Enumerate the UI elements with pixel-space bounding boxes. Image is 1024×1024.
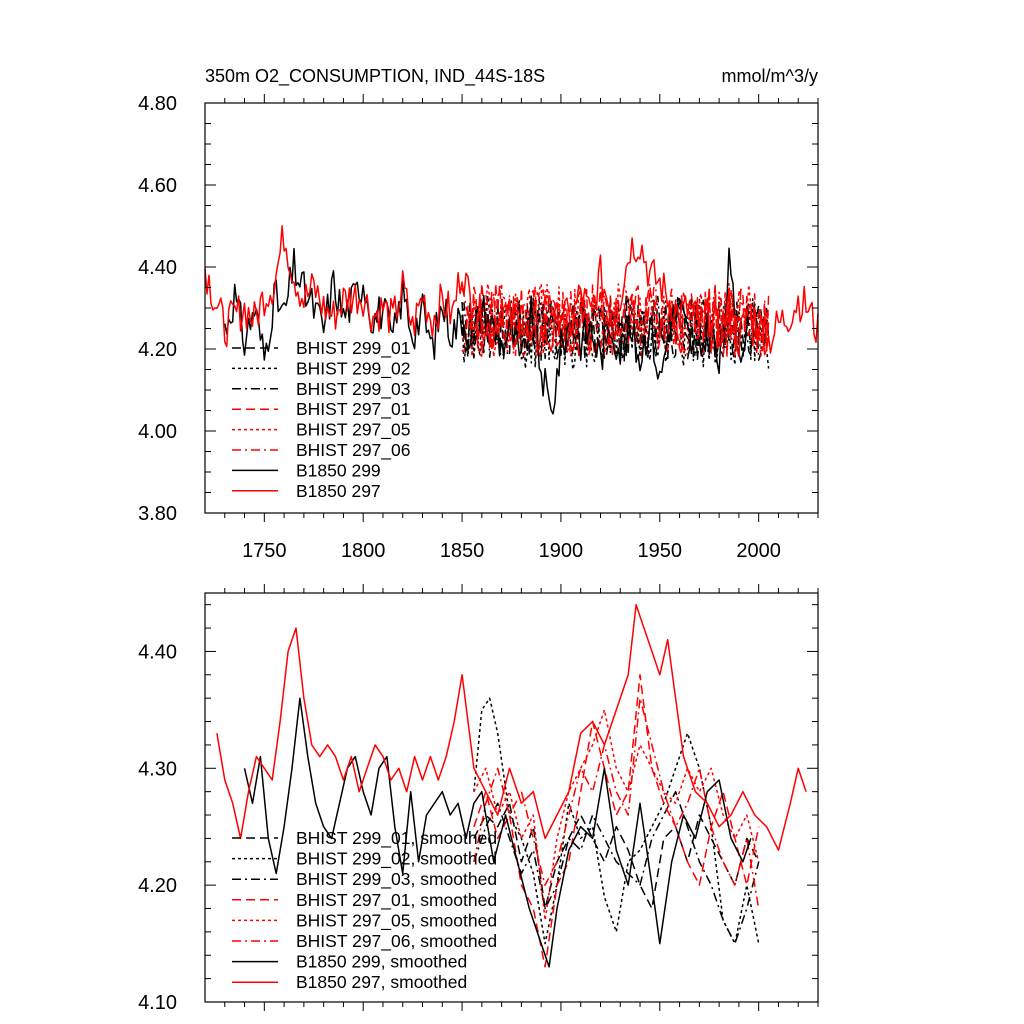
y-tick-label: 4.40	[138, 257, 177, 279]
chart-title: 350m O2_CONSUMPTION, IND_44S-18S	[205, 66, 545, 87]
legend-label: BHIST 299_03, smoothed	[296, 869, 497, 890]
legend-label: BHIST 297_01, smoothed	[296, 890, 497, 911]
y-tick-label: 4.20	[138, 875, 177, 897]
x-tick-label: 1800	[341, 540, 386, 562]
x-tick-label: 1750	[242, 540, 287, 562]
legend-label: BHIST 299_01, smoothed	[296, 828, 497, 849]
legend-label: BHIST 297_05	[296, 420, 410, 441]
x-tick-label: 1950	[638, 540, 683, 562]
y-tick-label: 4.20	[138, 339, 177, 361]
y-tick-label: 3.80	[138, 503, 177, 525]
series-line-b1850-299-smoothed	[243, 697, 752, 968]
series-line-bhist-297-05-smoothed	[473, 709, 760, 921]
legend-label: B1850 299	[296, 460, 381, 480]
legend-label: BHIST 299_02, smoothed	[296, 849, 497, 870]
top-panel: 1750 1800 1850 1900 1950 2000 3.80 4.00 4.20 4.40…	[138, 93, 819, 562]
legend-label: BHIST 297_05, smoothed	[296, 910, 497, 931]
x-tick-label: 1900	[539, 540, 584, 562]
legend-label: BHIST 297_06	[296, 440, 410, 461]
y-tick-label: 4.60	[138, 175, 177, 197]
plot-frame	[204, 592, 819, 1003]
y-tick-label: 4.80	[138, 93, 177, 115]
series-line-bhist-297-06-smoothed	[473, 697, 760, 909]
legend-label: BHIST 297_01	[296, 399, 410, 420]
x-tick-label: 2000	[736, 540, 781, 562]
legend-label: B1850 297, smoothed	[296, 972, 467, 992]
series-line-bhist-299-02-smoothed	[473, 697, 760, 945]
legend-label: BHIST 299_02	[296, 358, 410, 379]
legend-label: BHIST 297_06, smoothed	[296, 931, 497, 952]
series-line-bhist-299-01-smoothed	[473, 802, 760, 910]
series-line-b1850-297-smoothed	[216, 603, 807, 851]
y-tick-label: 4.10	[138, 992, 177, 1014]
x-tick-label: 1850	[440, 540, 485, 562]
series-line-b1850-297	[204, 225, 819, 358]
legend-label: B1850 297	[296, 481, 381, 501]
y-tick-label: 4.00	[138, 421, 177, 443]
y-tick-label: 4.30	[138, 758, 177, 780]
series-line-bhist-299-03-smoothed	[473, 790, 760, 945]
legend-label: BHIST 299_03	[296, 379, 410, 400]
legend-label: B1850 299, smoothed	[296, 952, 467, 972]
legend-label: BHIST 299_01	[296, 338, 410, 359]
units-label: mmol/m^3/y	[722, 66, 818, 86]
y-tick-label: 4.40	[138, 641, 177, 663]
series-line-bhist-297-06	[461, 282, 770, 358]
